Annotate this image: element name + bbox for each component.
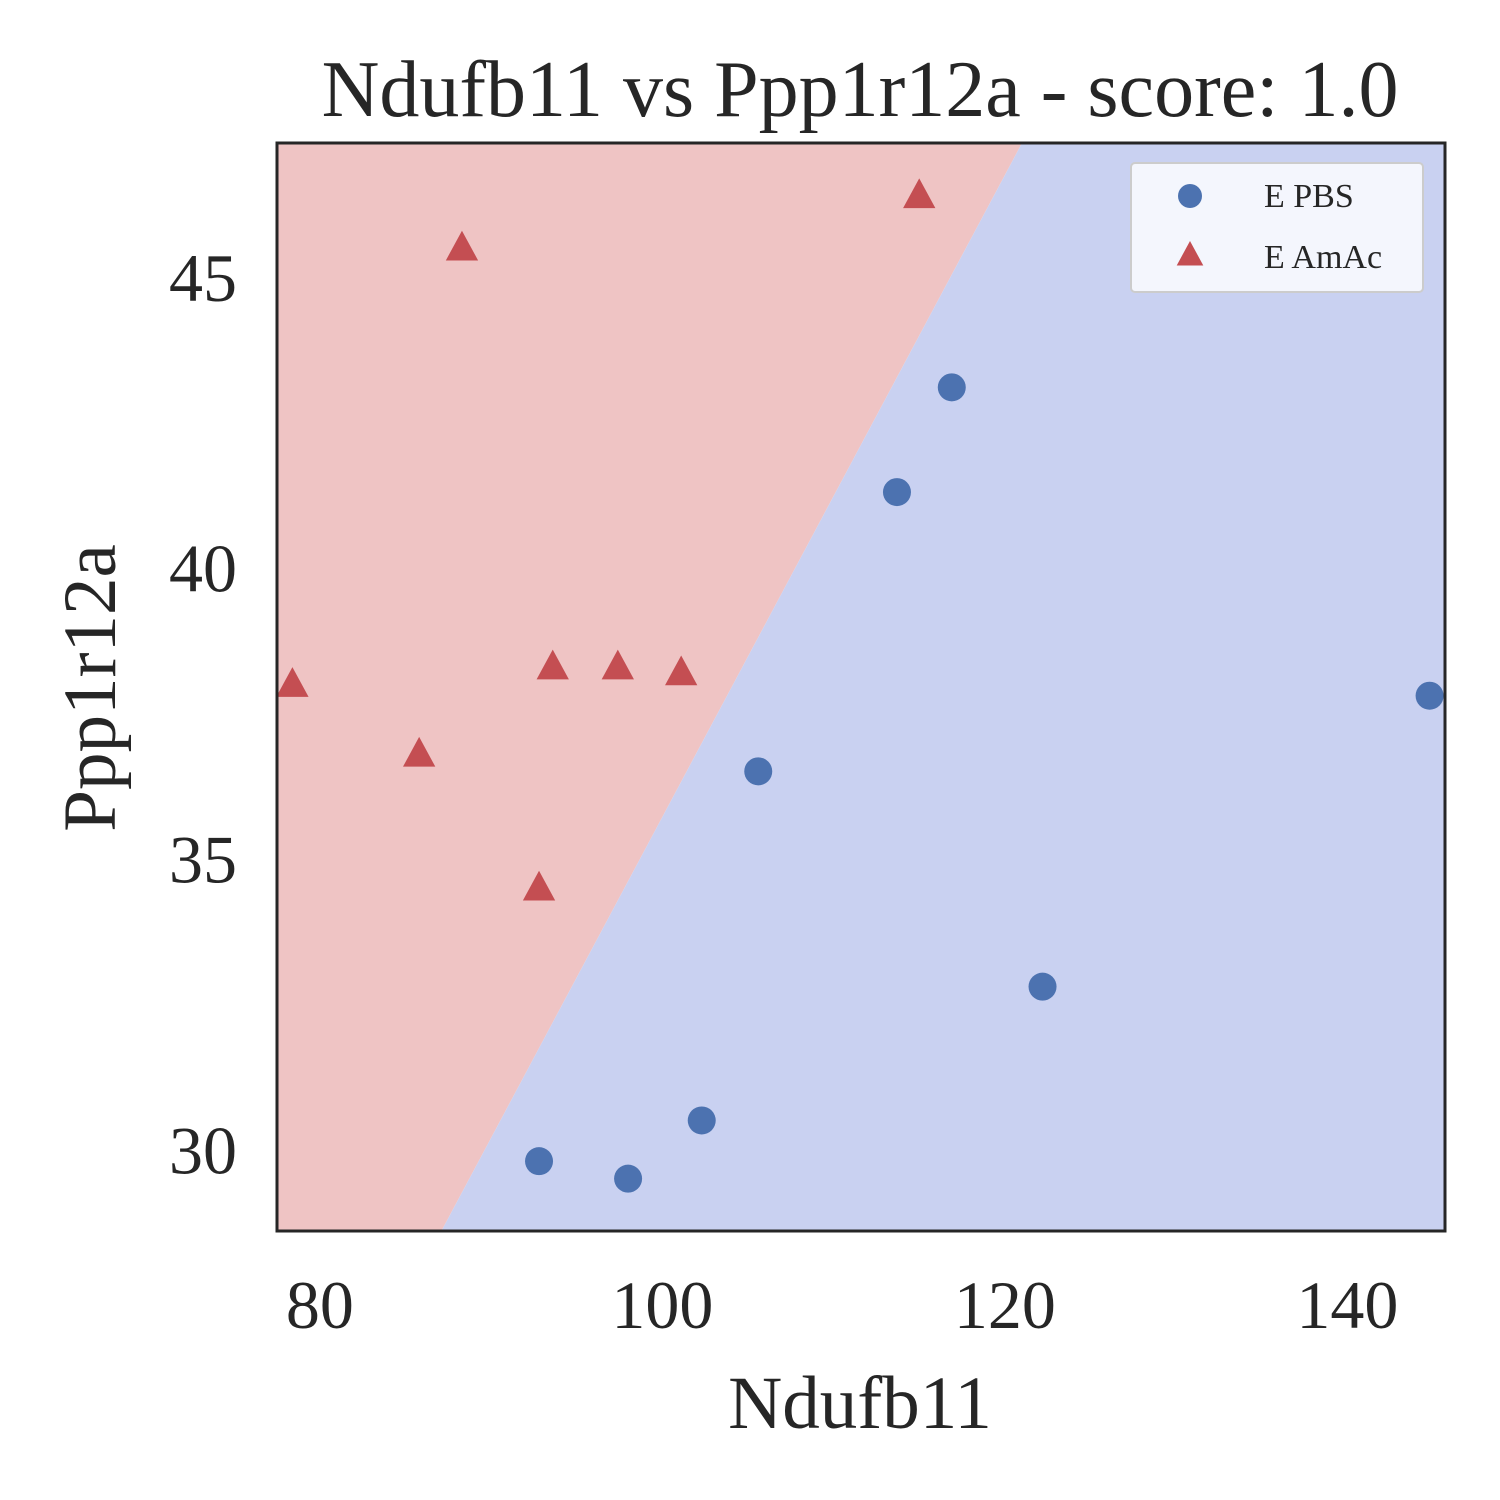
y-tick-label: 40 xyxy=(169,531,237,607)
region-e-amac xyxy=(277,143,1022,1231)
data-point-e-pbs-5 xyxy=(937,373,966,402)
chart-title: Ndufb11 vs Ppp1r12a - score: 1.0 xyxy=(322,46,1399,134)
data-point-e-pbs-4 xyxy=(882,478,911,507)
x-axis-label: Ndufb11 xyxy=(728,1362,992,1445)
legend-label-e-amac: E AmAc xyxy=(1264,239,1382,276)
data-point-e-pbs-2 xyxy=(687,1106,716,1135)
data-point-e-pbs-3 xyxy=(744,757,773,786)
legend-marker-e-amac xyxy=(1176,241,1204,266)
y-tick-label: 30 xyxy=(169,1113,237,1189)
x-tick-label: 140 xyxy=(1296,1267,1398,1343)
data-point-e-amac-7 xyxy=(903,178,936,209)
x-tick-label: 80 xyxy=(286,1267,354,1343)
legend-label-e-pbs: E PBS xyxy=(1264,178,1354,215)
data-point-e-amac-1 xyxy=(402,736,436,767)
plot-frame xyxy=(275,141,1447,1233)
data-points xyxy=(276,178,1444,1193)
x-axis-ticks: 80 100 120 140 xyxy=(286,1267,1399,1343)
y-tick-label: 35 xyxy=(169,822,237,898)
y-tick-label: 45 xyxy=(169,240,237,316)
y-axis-ticks: 30 35 40 45 xyxy=(169,240,237,1189)
data-point-e-pbs-6 xyxy=(1028,972,1057,1001)
x-tick-label: 100 xyxy=(611,1267,713,1343)
legend-box xyxy=(1130,162,1424,293)
data-point-e-pbs-1 xyxy=(614,1164,643,1193)
data-point-e-amac-0 xyxy=(276,667,309,697)
data-point-e-pbs-0 xyxy=(525,1147,554,1176)
legend: E PBS E AmAc xyxy=(1130,162,1424,293)
region-e-pbs xyxy=(441,143,1446,1231)
data-point-e-amac-5 xyxy=(601,649,634,680)
decision-regions xyxy=(277,143,1446,1231)
data-point-e-pbs-7 xyxy=(1415,681,1444,710)
data-point-e-amac-3 xyxy=(522,870,556,901)
data-point-e-amac-4 xyxy=(536,649,569,680)
legend-marker-e-pbs xyxy=(1178,184,1202,208)
data-point-e-amac-6 xyxy=(665,655,698,686)
x-tick-label: 120 xyxy=(954,1267,1056,1343)
data-point-e-amac-2 xyxy=(445,230,479,261)
y-axis-label: Ppp1r12a xyxy=(49,544,132,831)
